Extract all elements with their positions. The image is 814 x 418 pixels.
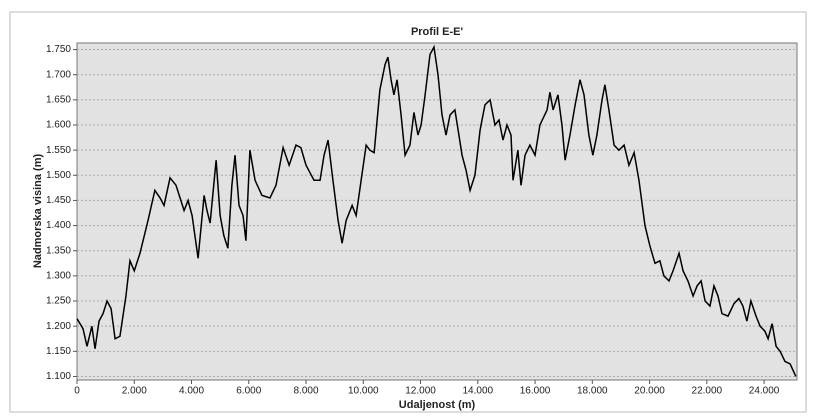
x-tick-label: 24.000 [749,386,780,397]
y-axis-label: Nadmorska visina (m) [32,154,44,269]
y-tick-label: 1.300 [46,271,71,282]
y-tick-label: 1.250 [46,296,71,307]
x-tick-label: 22.000 [692,386,723,397]
x-tick-label: 8.000 [294,386,319,397]
x-tick-label: 18.000 [577,386,608,397]
y-tick-label: 1.150 [46,346,71,357]
x-tick-label: 0 [74,386,80,397]
y-tick-label: 1.350 [46,245,71,256]
y-tick-label: 1.400 [46,220,71,231]
y-tick-label: 1.750 [46,44,71,55]
x-tick-label: 10.000 [348,386,379,397]
y-tick-label: 1.650 [46,94,71,105]
y-tick-label: 1.700 [46,69,71,80]
y-tick-label: 1.600 [46,120,71,131]
y-tick-label: 1.450 [46,195,71,206]
x-tick-label: 6.000 [236,386,261,397]
x-tick-label: 4.000 [179,386,204,397]
profile-line [76,44,797,377]
plot-area [76,42,798,381]
y-tick-label: 1.550 [46,145,71,156]
x-tick-label: 20.000 [634,386,665,397]
x-tick-label: 16.000 [520,386,551,397]
chart-title: Profil E-E' [411,26,464,38]
x-tick-label: 2.000 [122,386,147,397]
x-tick-label: 14.000 [462,386,493,397]
y-tick-label: 1.100 [46,371,71,382]
x-tick-label: 12.000 [405,386,436,397]
y-tick-label: 1.200 [46,321,71,332]
x-axis-label: Udaljenost (m) [399,399,476,411]
y-tick-label: 1.500 [46,170,71,181]
